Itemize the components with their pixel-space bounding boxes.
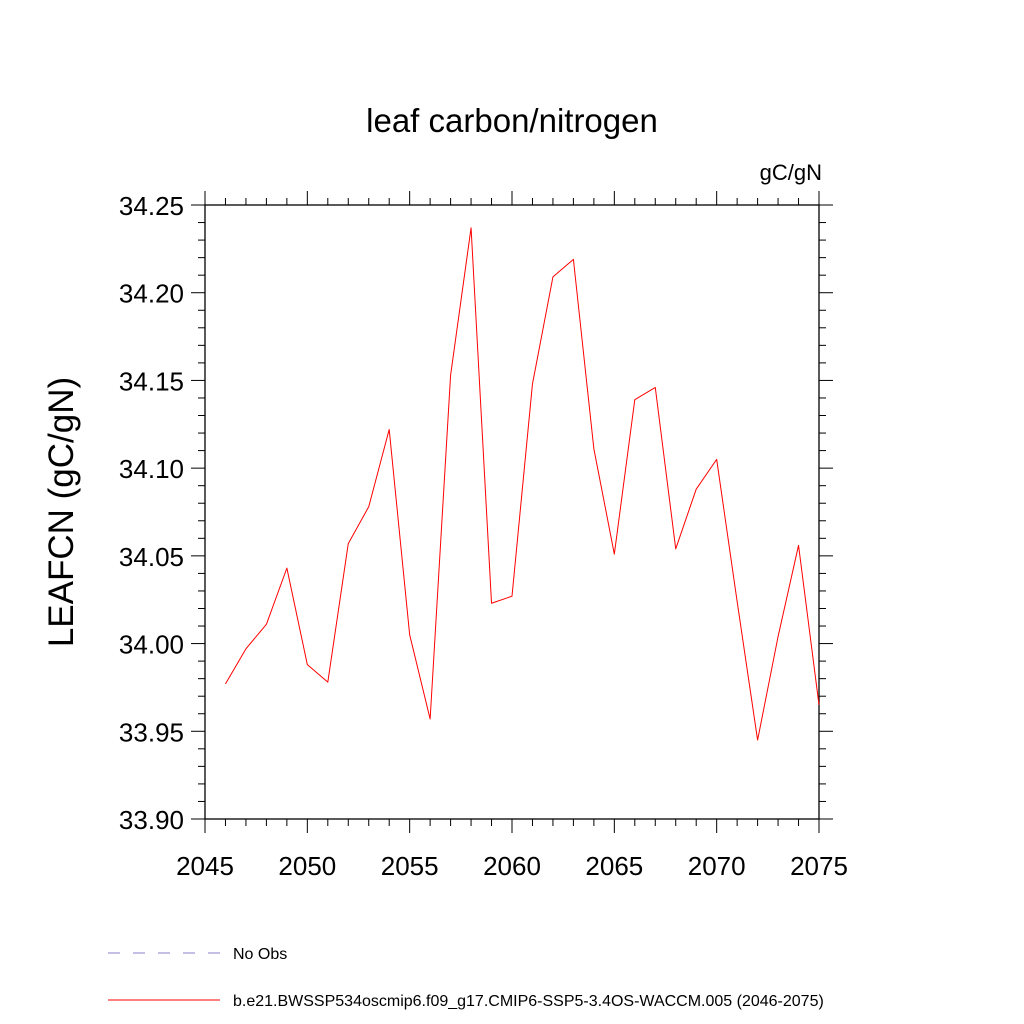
units-label: gC/gN bbox=[760, 160, 822, 185]
y-tick-label: 34.15 bbox=[119, 366, 184, 396]
x-tick-label: 2065 bbox=[585, 851, 643, 881]
legend-label-model: b.e21.BWSSP534oscmip6.f09_g17.CMIP6-SSP5… bbox=[233, 993, 824, 1010]
legend-label-no-obs: No Obs bbox=[233, 946, 287, 963]
y-tick-label: 34.05 bbox=[119, 542, 184, 572]
series-group bbox=[225, 227, 820, 741]
axis-tick-labels: 2045 2050 2055 2060 2065 2070 2075 33.90 33.95 34… bbox=[119, 191, 848, 881]
chart-title: leaf carbon/nitrogen bbox=[366, 102, 658, 139]
legend: No Obs b.e21.BWSSP534oscmip6.f09_g17.CMI… bbox=[108, 946, 824, 1010]
series-line bbox=[225, 227, 820, 741]
y-tick-label: 34.10 bbox=[119, 454, 184, 484]
y-tick-label: 34.25 bbox=[119, 191, 184, 221]
x-tick-label: 2070 bbox=[688, 851, 746, 881]
x-tick-label: 2050 bbox=[278, 851, 336, 881]
y-tick-label: 34.20 bbox=[119, 279, 184, 309]
plot-frame bbox=[204, 204, 820, 820]
y-tick-label: 33.95 bbox=[119, 717, 184, 747]
y-axis-label: LEAFCN (gC/gN) bbox=[42, 377, 81, 647]
x-tick-label: 2045 bbox=[176, 851, 234, 881]
y-tick-label: 34.00 bbox=[119, 630, 184, 660]
x-tick-label: 2060 bbox=[483, 851, 541, 881]
y-tick-label: 33.90 bbox=[119, 805, 184, 835]
x-tick-label: 2075 bbox=[790, 851, 848, 881]
axis-ticks bbox=[191, 191, 833, 833]
x-tick-label: 2055 bbox=[381, 851, 439, 881]
